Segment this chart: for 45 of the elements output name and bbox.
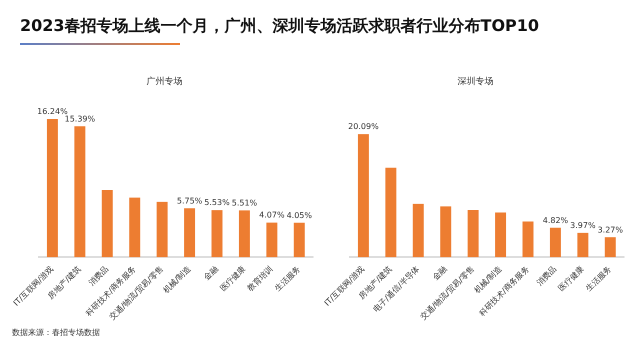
chart-title: 2023春招专场上线一个月，广州、深圳专场活跃求职者行业分布TOP10 <box>20 16 540 37</box>
x-tick-label: 生活服务 <box>584 264 614 294</box>
x-tick-label: 金融 <box>202 264 220 282</box>
x-tick-label: 金融 <box>430 264 449 282</box>
data-label: 15.39% <box>64 114 96 124</box>
bar <box>212 210 222 258</box>
x-tick-label: 生活服务 <box>273 264 302 294</box>
bar <box>604 237 616 258</box>
bar <box>468 210 479 258</box>
data-label: 20.09% <box>348 122 380 132</box>
data-label: 4.05% <box>286 210 312 220</box>
bar <box>46 118 58 258</box>
bar <box>129 198 140 258</box>
x-tick-label: 教育培训 <box>246 264 275 294</box>
bar <box>184 208 196 258</box>
source-note: 数据来源：春招专场数据 <box>12 327 101 338</box>
bar <box>495 212 506 258</box>
data-label: 5.53% <box>204 198 230 208</box>
bar <box>550 228 561 258</box>
bar <box>440 206 452 258</box>
bar <box>577 232 588 258</box>
data-label: 3.97% <box>570 220 596 230</box>
x-tick-label: 医疗健康 <box>556 264 586 294</box>
x-tick-label: 消费品 <box>86 264 110 288</box>
data-label: 4.07% <box>259 210 285 220</box>
x-tick-label: 消费品 <box>534 264 558 288</box>
chart-subtitle: 深圳专场 <box>456 76 494 88</box>
bar <box>74 126 86 258</box>
bar <box>238 210 250 258</box>
bar <box>358 134 369 258</box>
bar <box>385 168 396 258</box>
chart-subtitle: 广州专场 <box>146 76 184 88</box>
x-tick-label: 机械/制造 <box>162 264 192 296</box>
bar <box>294 222 305 258</box>
x-tick-label: 医疗健康 <box>218 264 248 294</box>
bar <box>522 222 534 258</box>
data-label: 5.51% <box>232 198 258 208</box>
data-label: 16.24% <box>37 107 68 116</box>
data-label: 3.27% <box>598 225 624 234</box>
bar <box>412 204 424 258</box>
bar <box>266 222 278 258</box>
bar <box>156 202 168 258</box>
data-label: 4.82% <box>542 216 569 225</box>
bar <box>102 190 113 258</box>
data-label: 5.75% <box>176 196 203 206</box>
